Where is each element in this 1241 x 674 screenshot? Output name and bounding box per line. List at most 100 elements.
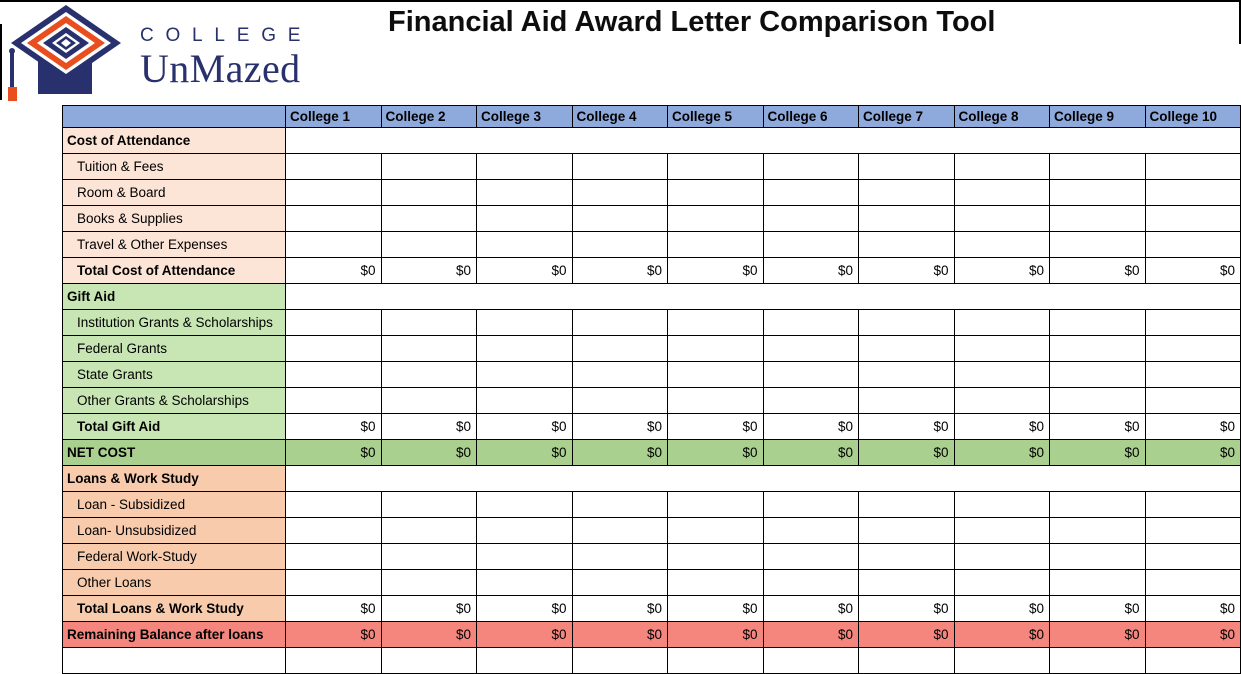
input-cell[interactable] xyxy=(1144,387,1241,414)
input-cell[interactable] xyxy=(476,543,573,570)
input-cell[interactable] xyxy=(762,517,859,544)
input-cell[interactable] xyxy=(858,517,955,544)
input-cell[interactable] xyxy=(571,387,668,414)
input-cell[interactable] xyxy=(762,361,859,388)
input-cell[interactable] xyxy=(285,335,382,362)
input-cell[interactable] xyxy=(476,205,573,232)
input-cell[interactable] xyxy=(476,491,573,518)
input-cell[interactable] xyxy=(380,647,477,674)
input-cell[interactable] xyxy=(1144,231,1241,258)
input-cell[interactable] xyxy=(571,309,668,336)
input-cell[interactable] xyxy=(571,569,668,596)
input-cell[interactable] xyxy=(953,361,1050,388)
input-cell[interactable] xyxy=(1049,387,1146,414)
input-cell[interactable] xyxy=(667,517,764,544)
input-cell[interactable] xyxy=(953,517,1050,544)
input-cell[interactable] xyxy=(285,647,382,674)
input-cell[interactable] xyxy=(762,335,859,362)
input-cell[interactable] xyxy=(476,153,573,180)
input-cell[interactable] xyxy=(762,179,859,206)
input-cell[interactable] xyxy=(953,309,1050,336)
input-cell[interactable] xyxy=(1144,361,1241,388)
input-cell[interactable] xyxy=(858,569,955,596)
input-cell[interactable] xyxy=(667,335,764,362)
input-cell[interactable] xyxy=(858,491,955,518)
input-cell[interactable] xyxy=(953,569,1050,596)
input-cell[interactable] xyxy=(380,335,477,362)
input-cell[interactable] xyxy=(1144,205,1241,232)
input-cell[interactable] xyxy=(667,179,764,206)
input-cell[interactable] xyxy=(380,491,477,518)
input-cell[interactable] xyxy=(285,387,382,414)
input-cell[interactable] xyxy=(571,179,668,206)
input-cell[interactable] xyxy=(380,309,477,336)
input-cell[interactable] xyxy=(1049,647,1146,674)
input-cell[interactable] xyxy=(380,361,477,388)
input-cell[interactable] xyxy=(953,647,1050,674)
input-cell[interactable] xyxy=(667,491,764,518)
input-cell[interactable] xyxy=(285,231,382,258)
input-cell[interactable] xyxy=(380,569,477,596)
input-cell[interactable] xyxy=(1049,361,1146,388)
input-cell[interactable] xyxy=(380,179,477,206)
input-cell[interactable] xyxy=(285,569,382,596)
input-cell[interactable] xyxy=(1144,309,1241,336)
input-cell[interactable] xyxy=(380,231,477,258)
input-cell[interactable] xyxy=(285,491,382,518)
input-cell[interactable] xyxy=(1049,231,1146,258)
input-cell[interactable] xyxy=(476,179,573,206)
input-cell[interactable] xyxy=(762,205,859,232)
input-cell[interactable] xyxy=(762,647,859,674)
input-cell[interactable] xyxy=(285,517,382,544)
input-cell[interactable] xyxy=(1144,543,1241,570)
input-cell[interactable] xyxy=(571,205,668,232)
input-cell[interactable] xyxy=(571,543,668,570)
input-cell[interactable] xyxy=(476,569,573,596)
input-cell[interactable] xyxy=(476,309,573,336)
input-cell[interactable] xyxy=(1144,153,1241,180)
input-cell[interactable] xyxy=(285,153,382,180)
input-cell[interactable] xyxy=(1049,517,1146,544)
input-cell[interactable] xyxy=(380,205,477,232)
input-cell[interactable] xyxy=(667,205,764,232)
input-cell[interactable] xyxy=(285,543,382,570)
input-cell[interactable] xyxy=(858,153,955,180)
input-cell[interactable] xyxy=(1049,205,1146,232)
input-cell[interactable] xyxy=(380,387,477,414)
input-cell[interactable] xyxy=(476,231,573,258)
input-cell[interactable] xyxy=(285,361,382,388)
input-cell[interactable] xyxy=(667,309,764,336)
input-cell[interactable] xyxy=(953,205,1050,232)
input-cell[interactable] xyxy=(858,647,955,674)
input-cell[interactable] xyxy=(953,387,1050,414)
input-cell[interactable] xyxy=(858,179,955,206)
input-cell[interactable] xyxy=(953,153,1050,180)
input-cell[interactable] xyxy=(762,387,859,414)
input-cell[interactable] xyxy=(1049,543,1146,570)
input-cell[interactable] xyxy=(762,153,859,180)
input-cell[interactable] xyxy=(762,309,859,336)
input-cell[interactable] xyxy=(571,153,668,180)
input-cell[interactable] xyxy=(285,205,382,232)
input-cell[interactable] xyxy=(953,179,1050,206)
input-cell[interactable] xyxy=(667,569,764,596)
input-cell[interactable] xyxy=(476,387,573,414)
input-cell[interactable] xyxy=(1144,335,1241,362)
input-cell[interactable] xyxy=(858,231,955,258)
input-cell[interactable] xyxy=(762,231,859,258)
input-cell[interactable] xyxy=(1049,153,1146,180)
input-cell[interactable] xyxy=(858,309,955,336)
input-cell[interactable] xyxy=(953,491,1050,518)
input-cell[interactable] xyxy=(1144,491,1241,518)
input-cell[interactable] xyxy=(476,361,573,388)
input-cell[interactable] xyxy=(476,517,573,544)
input-cell[interactable] xyxy=(953,543,1050,570)
input-cell[interactable] xyxy=(953,231,1050,258)
input-cell[interactable] xyxy=(285,179,382,206)
input-cell[interactable] xyxy=(1049,179,1146,206)
input-cell[interactable] xyxy=(953,335,1050,362)
input-cell[interactable] xyxy=(1049,335,1146,362)
input-cell[interactable] xyxy=(476,335,573,362)
input-cell[interactable] xyxy=(1144,569,1241,596)
input-cell[interactable] xyxy=(1144,647,1241,674)
